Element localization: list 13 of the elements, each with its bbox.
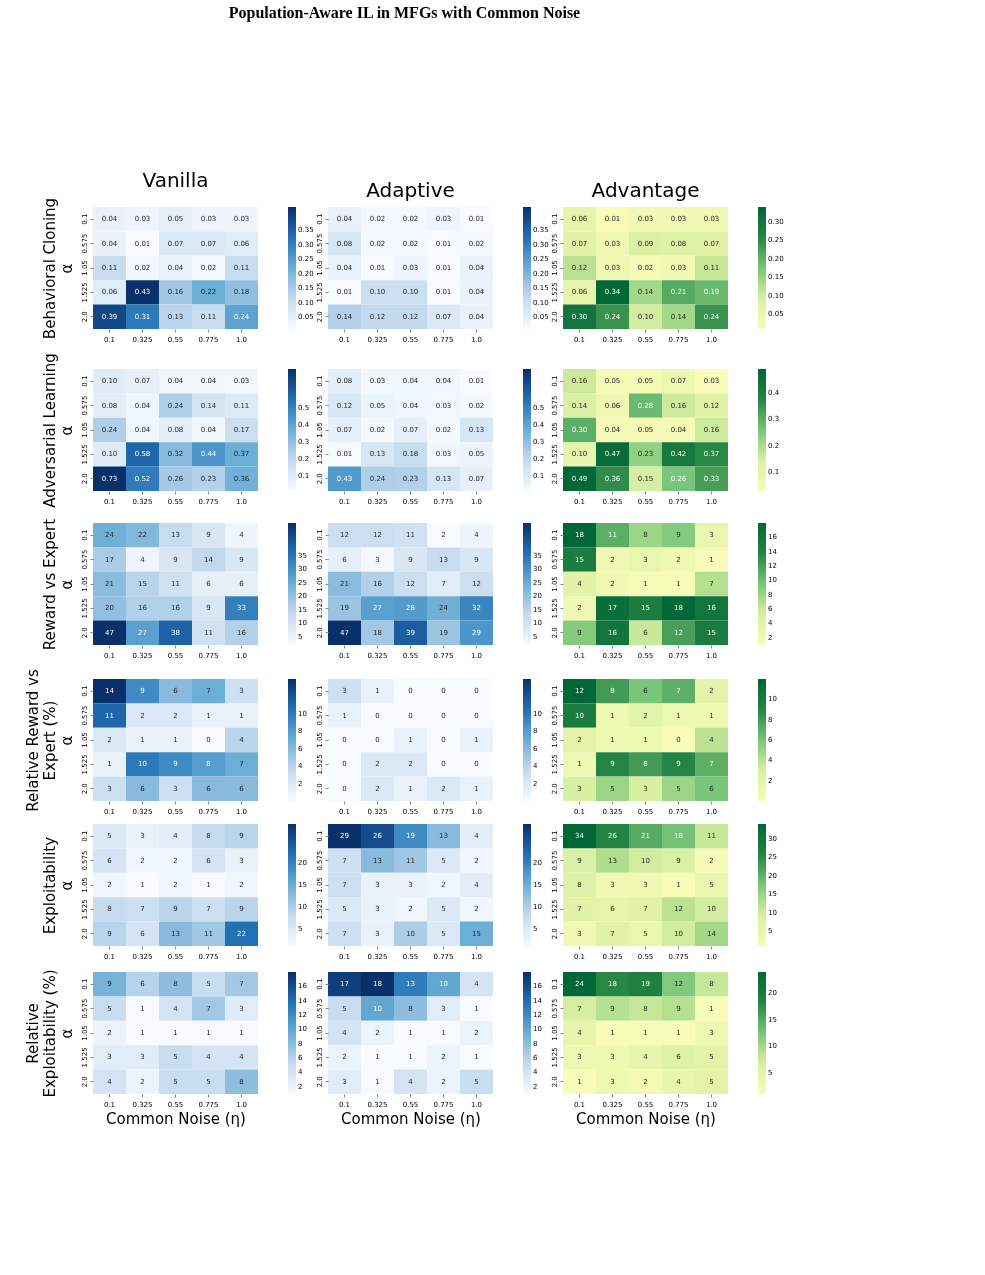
y-axis-title: Relative Exploitability (%) α	[23, 969, 76, 1098]
x-axis-title: Common Noise (η)	[106, 1109, 246, 1128]
y-axis-title: Reward vs Expert α	[40, 518, 76, 651]
text: Population-Aware IL in MFGs with Common Noise	[228, 4, 581, 23]
chart-title: Vanilla	[142, 168, 209, 193]
y-axis-title: Behavioral Cloning α	[40, 197, 76, 340]
y-axis-title: Exploitability α	[40, 836, 76, 935]
y-axis-title: Adversarial Learning α	[40, 353, 76, 508]
chart-title: Adaptive	[366, 178, 455, 202]
x-axis-title: Common Noise (η)	[576, 1109, 716, 1128]
y-axis-title: Relative Reward vs Expert (%) α	[23, 669, 76, 812]
x-axis-title: Common Noise (η)	[341, 1109, 481, 1128]
chart-title: Advantage	[591, 178, 700, 202]
